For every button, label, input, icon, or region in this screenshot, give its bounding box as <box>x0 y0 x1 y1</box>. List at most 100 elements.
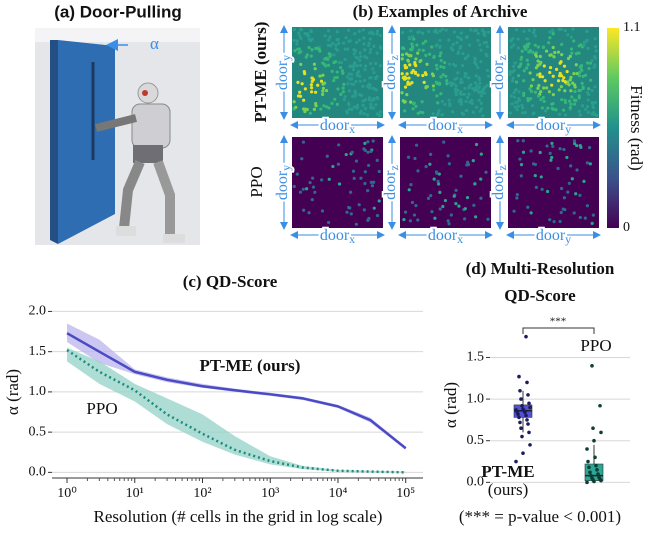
heatmap-cell <box>427 29 431 34</box>
heatmap-cell <box>572 71 576 76</box>
y-axis-label: α (rad) <box>441 382 460 428</box>
heatmap-cell <box>558 147 562 151</box>
heatmap-cell <box>568 99 572 103</box>
heatmap-cell <box>580 81 584 85</box>
heatmap-cell <box>303 109 307 114</box>
point <box>518 388 522 393</box>
point <box>528 405 532 410</box>
heatmap-cell <box>353 32 357 36</box>
heatmap-cell <box>457 204 461 208</box>
heatmap-cell <box>467 84 471 89</box>
heatmap-cell <box>320 178 324 182</box>
heatmap-cell <box>370 184 374 188</box>
heatmap-cell <box>367 43 371 48</box>
heatmap-cell <box>574 98 578 103</box>
heatmap-cell <box>308 111 312 115</box>
heatmap-cell <box>551 144 555 149</box>
heatmap-cell <box>583 216 587 220</box>
heatmap-cell <box>434 63 439 67</box>
heatmap-cell <box>573 85 577 89</box>
heatmap-cell <box>361 99 365 103</box>
heatmap-cell <box>531 78 535 82</box>
heatmap-cell <box>368 31 372 35</box>
heatmap-cell <box>343 57 347 62</box>
heatmap-cell <box>342 41 346 45</box>
heatmap-cell <box>476 88 480 92</box>
heatmap-cell <box>465 95 470 99</box>
heatmap-cell <box>455 76 459 80</box>
heatmap-cell <box>319 79 324 83</box>
point <box>514 459 518 464</box>
heatmap-cell <box>426 196 431 200</box>
heatmap-cell <box>573 141 577 146</box>
heatmap-cell <box>516 104 520 108</box>
heatmap-cell <box>409 183 413 187</box>
heatmap-cell <box>586 46 590 50</box>
angle-label: α <box>150 34 159 53</box>
heatmap-cell <box>478 81 482 85</box>
heatmap-cell <box>527 42 531 46</box>
heatmap-cell <box>421 73 425 78</box>
line <box>66 332 407 450</box>
heatmap-cell <box>573 89 577 94</box>
heatmap-cell <box>577 109 581 114</box>
heatmap-cell <box>479 48 483 52</box>
axis-label-sub: z <box>387 55 401 60</box>
heatmap-cell <box>451 62 456 66</box>
heatmap-cell <box>348 206 352 210</box>
heatmap-cell <box>342 98 346 102</box>
heatmap-cell <box>305 107 309 112</box>
axis-label-sub: y <box>565 122 571 136</box>
heatmap-cell <box>358 92 362 97</box>
heatmap-cell <box>442 140 446 144</box>
point <box>519 426 523 431</box>
heatmap-cell <box>378 45 383 49</box>
heatmap-cell <box>526 63 530 67</box>
point <box>525 380 529 385</box>
heatmap-cell <box>572 39 576 43</box>
heatmap-cell <box>466 160 470 164</box>
heatmap-cell <box>467 43 472 47</box>
heatmap-cell <box>443 198 448 203</box>
heatmap-cell <box>533 90 538 94</box>
heatmap-cell <box>477 98 481 102</box>
point <box>587 465 591 470</box>
heatmap-cell <box>400 72 404 76</box>
heatmap-cell <box>578 65 582 69</box>
heatmap-cell <box>552 55 556 59</box>
heatmap-cell <box>438 38 442 42</box>
heatmap-cell <box>301 187 305 191</box>
heatmap-cell <box>534 54 539 58</box>
heatmap-cell <box>474 28 478 32</box>
y-tick-label: 1.5 <box>467 350 485 365</box>
axis-label-base: door <box>382 60 399 90</box>
heatmap-cell <box>575 168 579 172</box>
heatmap-cell <box>459 174 463 178</box>
heatmap-cell <box>371 67 375 71</box>
heatmap-cell <box>547 90 552 94</box>
heatmap-cell <box>324 105 329 109</box>
heatmap-cell <box>365 113 370 117</box>
heatmap-cell <box>528 71 532 75</box>
heatmap-cell <box>378 110 382 114</box>
axis-label: doorz <box>490 165 509 200</box>
axis-label-sub: y <box>279 55 293 61</box>
heatmap-cell <box>466 54 470 58</box>
heatmap-cell <box>403 109 407 113</box>
heatmap-cell <box>400 53 405 57</box>
heatmap-cell <box>369 102 373 106</box>
heatmap-cell <box>482 87 486 91</box>
heatmap-cell <box>516 74 521 78</box>
heatmap-cell <box>561 207 565 211</box>
axis-label: doorz <box>382 55 401 90</box>
heatmap-cell <box>476 65 480 70</box>
heatmap-cell <box>429 194 433 198</box>
heatmap-cell <box>450 110 455 114</box>
group-label: PT-ME <box>481 462 534 481</box>
heatmap-cell <box>429 152 433 156</box>
axis-label-sub: z <box>495 165 509 170</box>
heatmap-cell <box>303 31 307 36</box>
heatmap-cell <box>569 35 573 39</box>
heatmap-cell <box>531 50 535 54</box>
